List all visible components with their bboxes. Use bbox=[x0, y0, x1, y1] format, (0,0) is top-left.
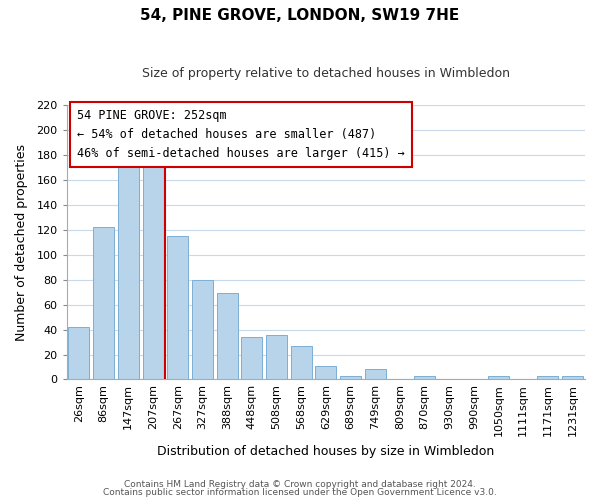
Bar bbox=[143, 164, 164, 380]
Bar bbox=[316, 366, 336, 380]
Bar bbox=[266, 334, 287, 380]
Bar bbox=[414, 376, 435, 380]
Y-axis label: Number of detached properties: Number of detached properties bbox=[15, 144, 28, 341]
Bar bbox=[365, 370, 386, 380]
Title: Size of property relative to detached houses in Wimbledon: Size of property relative to detached ho… bbox=[142, 68, 510, 80]
Bar bbox=[192, 280, 213, 380]
Text: Contains public sector information licensed under the Open Government Licence v3: Contains public sector information licen… bbox=[103, 488, 497, 497]
Bar bbox=[488, 376, 509, 380]
Bar bbox=[241, 337, 262, 380]
Text: Contains HM Land Registry data © Crown copyright and database right 2024.: Contains HM Land Registry data © Crown c… bbox=[124, 480, 476, 489]
Bar bbox=[118, 152, 139, 380]
Bar bbox=[290, 346, 311, 380]
Bar bbox=[538, 376, 559, 380]
Bar bbox=[93, 228, 114, 380]
Bar bbox=[217, 294, 238, 380]
Bar bbox=[167, 236, 188, 380]
Bar bbox=[68, 327, 89, 380]
Text: 54, PINE GROVE, LONDON, SW19 7HE: 54, PINE GROVE, LONDON, SW19 7HE bbox=[140, 8, 460, 22]
Bar bbox=[562, 376, 583, 380]
Text: 54 PINE GROVE: 252sqm
← 54% of detached houses are smaller (487)
46% of semi-det: 54 PINE GROVE: 252sqm ← 54% of detached … bbox=[77, 110, 405, 160]
Bar bbox=[340, 376, 361, 380]
X-axis label: Distribution of detached houses by size in Wimbledon: Distribution of detached houses by size … bbox=[157, 444, 494, 458]
